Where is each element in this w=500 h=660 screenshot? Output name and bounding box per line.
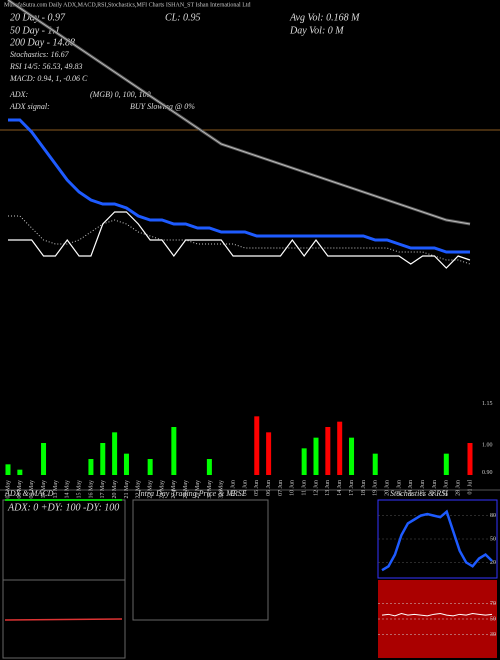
y-tick-label: 20 (490, 560, 496, 566)
volume-bar (313, 437, 319, 475)
x-tick-label: 01 Jul (467, 480, 473, 495)
volume-bar (254, 416, 260, 475)
x-tick-label: 17 May (100, 480, 106, 499)
x-tick-label: 10 May (41, 480, 47, 499)
panel-title: ADX & MACD (4, 489, 54, 498)
x-tick-label: 20 Jun (384, 480, 390, 496)
volume-bar (372, 453, 378, 475)
y-tick-label: 70 (490, 601, 496, 607)
volume-bar (467, 443, 473, 475)
annotation: ADX signal: (9, 102, 50, 111)
x-tick-label: 23 May (148, 480, 154, 499)
x-tick-label: 18 Jun (361, 480, 367, 496)
x-tick-label: 03 Jun (230, 480, 236, 496)
volume-bar (147, 459, 153, 475)
y-tick-label: 80 (490, 513, 496, 519)
x-tick-label: 26 Jun (432, 480, 438, 496)
x-tick-label: 27 Jun (444, 480, 450, 496)
x-tick-label: 06 Jun (266, 480, 272, 496)
volume-bar (88, 459, 94, 475)
x-tick-label: 30 May (207, 480, 213, 499)
volume-bar (41, 443, 47, 475)
annotation: (MGB) 0, 100, 100 (90, 90, 151, 99)
x-tick-label: 04 Jun (242, 480, 248, 496)
panel-title: Stochastics & RSI (390, 489, 448, 498)
volume-bar (349, 437, 355, 475)
rsi-panel (378, 580, 497, 658)
x-tick-label: 05 Jun (254, 480, 260, 496)
annotation: BUY Slowing @ 0% (130, 102, 195, 111)
panel-text: ADX: 0 +DY: 100 -DY: 100 (7, 502, 119, 513)
x-tick-label: 11 Jun (302, 480, 308, 496)
x-tick-label: 10 Jun (290, 480, 296, 496)
line (381, 613, 493, 617)
line (8, 211, 471, 269)
annotation: Day Vol: 0 M (289, 25, 344, 36)
volume-bar (5, 464, 11, 475)
volume-bar (266, 432, 272, 475)
x-tick-label: 17 Jun (349, 480, 355, 496)
volume-bar (301, 448, 307, 475)
x-tick-label: 14 May (65, 480, 71, 499)
panel-title: Intra Day Trading Price & MRSI (137, 489, 245, 498)
x-tick-label: 25 Jun (420, 480, 426, 496)
x-tick-label: 21 May (124, 480, 130, 499)
x-tick-label: 21 Jun (396, 480, 402, 496)
y-tick-label: 1.00 (482, 442, 493, 448)
volume-bar (443, 453, 449, 475)
line (8, 118, 470, 254)
x-tick-label: 24 Jun (408, 480, 414, 496)
y-tick-label: 30 (490, 632, 496, 638)
volume-bar (171, 427, 177, 475)
y-tick-label: 50 (490, 536, 496, 542)
volume-bar (123, 453, 129, 475)
y-tick-label: 0.90 (482, 470, 493, 476)
annotation: 50 Day - 1.1 (10, 25, 60, 36)
x-tick-label: 08 May (17, 480, 23, 499)
macd-line (4, 618, 123, 621)
page-title: MunafaSutra.com Daily ADX,MACD,RSI,Stoch… (4, 1, 251, 8)
volume-bar (100, 443, 106, 475)
x-tick-label: 22 May (136, 480, 142, 499)
volume-bar (206, 459, 212, 475)
annotation: 200 Day - 14.88 (10, 37, 75, 48)
x-tick-label: 19 Jun (373, 480, 379, 496)
x-tick-label: 31 May (219, 480, 225, 499)
x-tick-label: 29 May (195, 480, 201, 499)
annotation: CL: 0.95 (165, 12, 201, 23)
x-tick-label: 09 May (29, 480, 35, 499)
intraday-panel (132, 499, 269, 621)
x-tick-label: 16 May (88, 480, 94, 499)
line (7, 0, 471, 225)
annotation: ADX: (9, 90, 29, 99)
x-tick-label: 15 May (76, 480, 82, 499)
x-tick-label: 12 Jun (313, 480, 319, 496)
y-tick-label: 1.15 (482, 401, 493, 407)
x-tick-label: 28 Jun (456, 480, 462, 496)
line (381, 509, 493, 572)
annotation: Avg Vol: 0.168 M (289, 12, 360, 23)
adx-panel (2, 499, 126, 659)
volume-bar (17, 469, 23, 475)
x-tick-label: 20 May (112, 480, 118, 499)
x-tick-label: 27 May (171, 480, 177, 499)
annotation: Stochastics: 16.67 (10, 50, 70, 59)
annotation: RSI 14/5: 56.53, 49.83 (9, 62, 82, 71)
x-tick-label: 07 Jun (278, 480, 284, 496)
volume-bar (325, 427, 331, 475)
x-tick-label: 14 Jun (337, 480, 343, 496)
x-tick-label: 13 Jun (325, 480, 331, 496)
x-tick-label: 24 May (159, 480, 165, 499)
x-tick-label: 28 May (183, 480, 189, 499)
y-tick-label: 50 (490, 616, 496, 622)
volume-bar (112, 432, 118, 475)
x-tick-label: 07 May (5, 480, 11, 499)
x-tick-label: 13 May (53, 480, 59, 499)
annotation: 20 Day - 0.97 (10, 12, 66, 23)
volume-bar (337, 421, 343, 475)
annotation: MACD: 0.94, 1, -0.06 C (9, 74, 88, 83)
